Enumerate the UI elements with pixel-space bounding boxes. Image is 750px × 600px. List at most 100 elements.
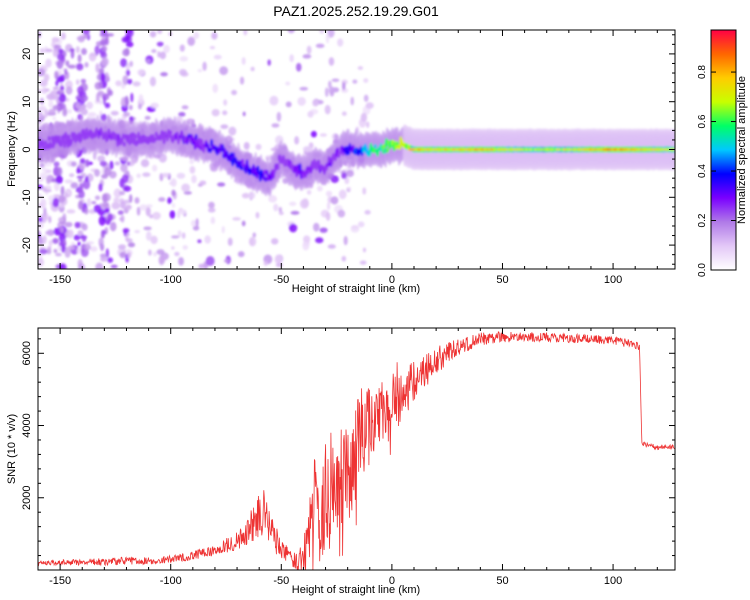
noise-blob [102, 201, 109, 208]
noise-blob [56, 166, 63, 176]
noise-blob [248, 236, 257, 247]
noise-blob [62, 108, 68, 117]
noise-blob [64, 192, 69, 199]
noise-blob [221, 225, 225, 234]
noise-blob [177, 230, 182, 238]
noise-blob [366, 121, 370, 128]
noise-blob [153, 251, 157, 257]
noise-blob [109, 221, 117, 232]
noise-blob [142, 172, 151, 177]
noise-blob [45, 58, 52, 68]
noise-blob [243, 142, 250, 150]
x-tick-label: 50 [496, 575, 508, 587]
noise-blob [110, 110, 119, 116]
noise-blob [52, 197, 60, 208]
noise-blob [48, 100, 54, 108]
noise-blob [331, 78, 340, 83]
noise-blob [114, 161, 121, 166]
noise-blob [187, 36, 196, 46]
noise-blob [73, 234, 81, 241]
noise-blob [231, 89, 238, 96]
x-tick-label: 0 [389, 575, 395, 587]
noise-blob [137, 69, 145, 76]
noise-blob [101, 45, 108, 52]
noise-blob [239, 76, 245, 85]
noise-blob [53, 44, 62, 49]
noise-blob [255, 143, 262, 150]
noise-blob [211, 32, 218, 40]
noise-blob [217, 182, 226, 187]
noise-blob [55, 175, 63, 185]
noise-blob [143, 226, 152, 231]
noise-blob [299, 199, 309, 209]
noise-blob [65, 80, 73, 90]
noise-blob [278, 206, 282, 213]
noise-blob [198, 263, 205, 269]
noise-blob [107, 257, 114, 263]
noise-blob [77, 200, 83, 210]
noise-blob [84, 62, 89, 68]
noise-blob [52, 116, 57, 121]
noise-blob [306, 45, 312, 55]
noise-blob [77, 86, 84, 95]
noise-blob [303, 235, 311, 243]
noise-blob [52, 237, 59, 245]
noise-blob [64, 221, 73, 228]
noise-blob [171, 202, 176, 208]
noise-blob [134, 197, 140, 204]
noise-blob [122, 227, 130, 234]
noise-blob [67, 64, 77, 69]
noise-blob [125, 204, 132, 211]
noise-blob [357, 221, 365, 228]
y-tick-label: 10 [21, 96, 33, 108]
noise-blob [158, 153, 167, 163]
noise-blob [210, 166, 218, 172]
spectrogram-marks [38, 30, 675, 269]
noise-blob [343, 235, 348, 246]
noise-blob [227, 237, 233, 246]
noise-blob [146, 59, 151, 64]
noise-blob [123, 185, 132, 192]
noise-blob [122, 75, 129, 86]
noise-blob [350, 225, 360, 233]
noise-blob [324, 104, 331, 115]
noise-blob [158, 255, 165, 266]
noise-blob [58, 194, 66, 203]
noise-blob [124, 95, 129, 106]
noise-blob [56, 53, 65, 61]
noise-blob [189, 159, 194, 165]
x-tick-label: -100 [160, 274, 182, 286]
noise-blob [56, 76, 65, 83]
noise-blob [99, 253, 107, 259]
noise-blob [159, 51, 167, 60]
noise-blob [75, 79, 80, 85]
noise-blob [84, 207, 89, 215]
noise-blob [137, 103, 142, 110]
noise-blob [222, 110, 228, 116]
noise-blob [129, 60, 134, 67]
noise-blob [88, 52, 97, 62]
noise-blob [209, 46, 216, 50]
noise-blob [313, 222, 320, 232]
noise-blob [338, 189, 347, 200]
noise-blob [123, 199, 131, 204]
ridge-core [121, 133, 125, 140]
noise-blob [325, 33, 330, 44]
y-tick-label: 6000 [21, 341, 33, 365]
noise-blob [57, 217, 65, 223]
noise-blob [157, 30, 163, 35]
noise-blob [123, 111, 131, 117]
noise-blob [117, 210, 124, 215]
noise-blob [39, 47, 45, 54]
noise-blob [171, 235, 180, 239]
noise-blob [273, 203, 279, 212]
noise-blob [120, 58, 128, 68]
noise-blob [81, 223, 88, 231]
noise-blob [352, 79, 358, 84]
noise-blob [310, 130, 317, 138]
noise-blob [139, 204, 147, 211]
y-tick-label: -20 [21, 237, 33, 253]
noise-blob [103, 72, 110, 83]
ridge-core [59, 139, 63, 148]
